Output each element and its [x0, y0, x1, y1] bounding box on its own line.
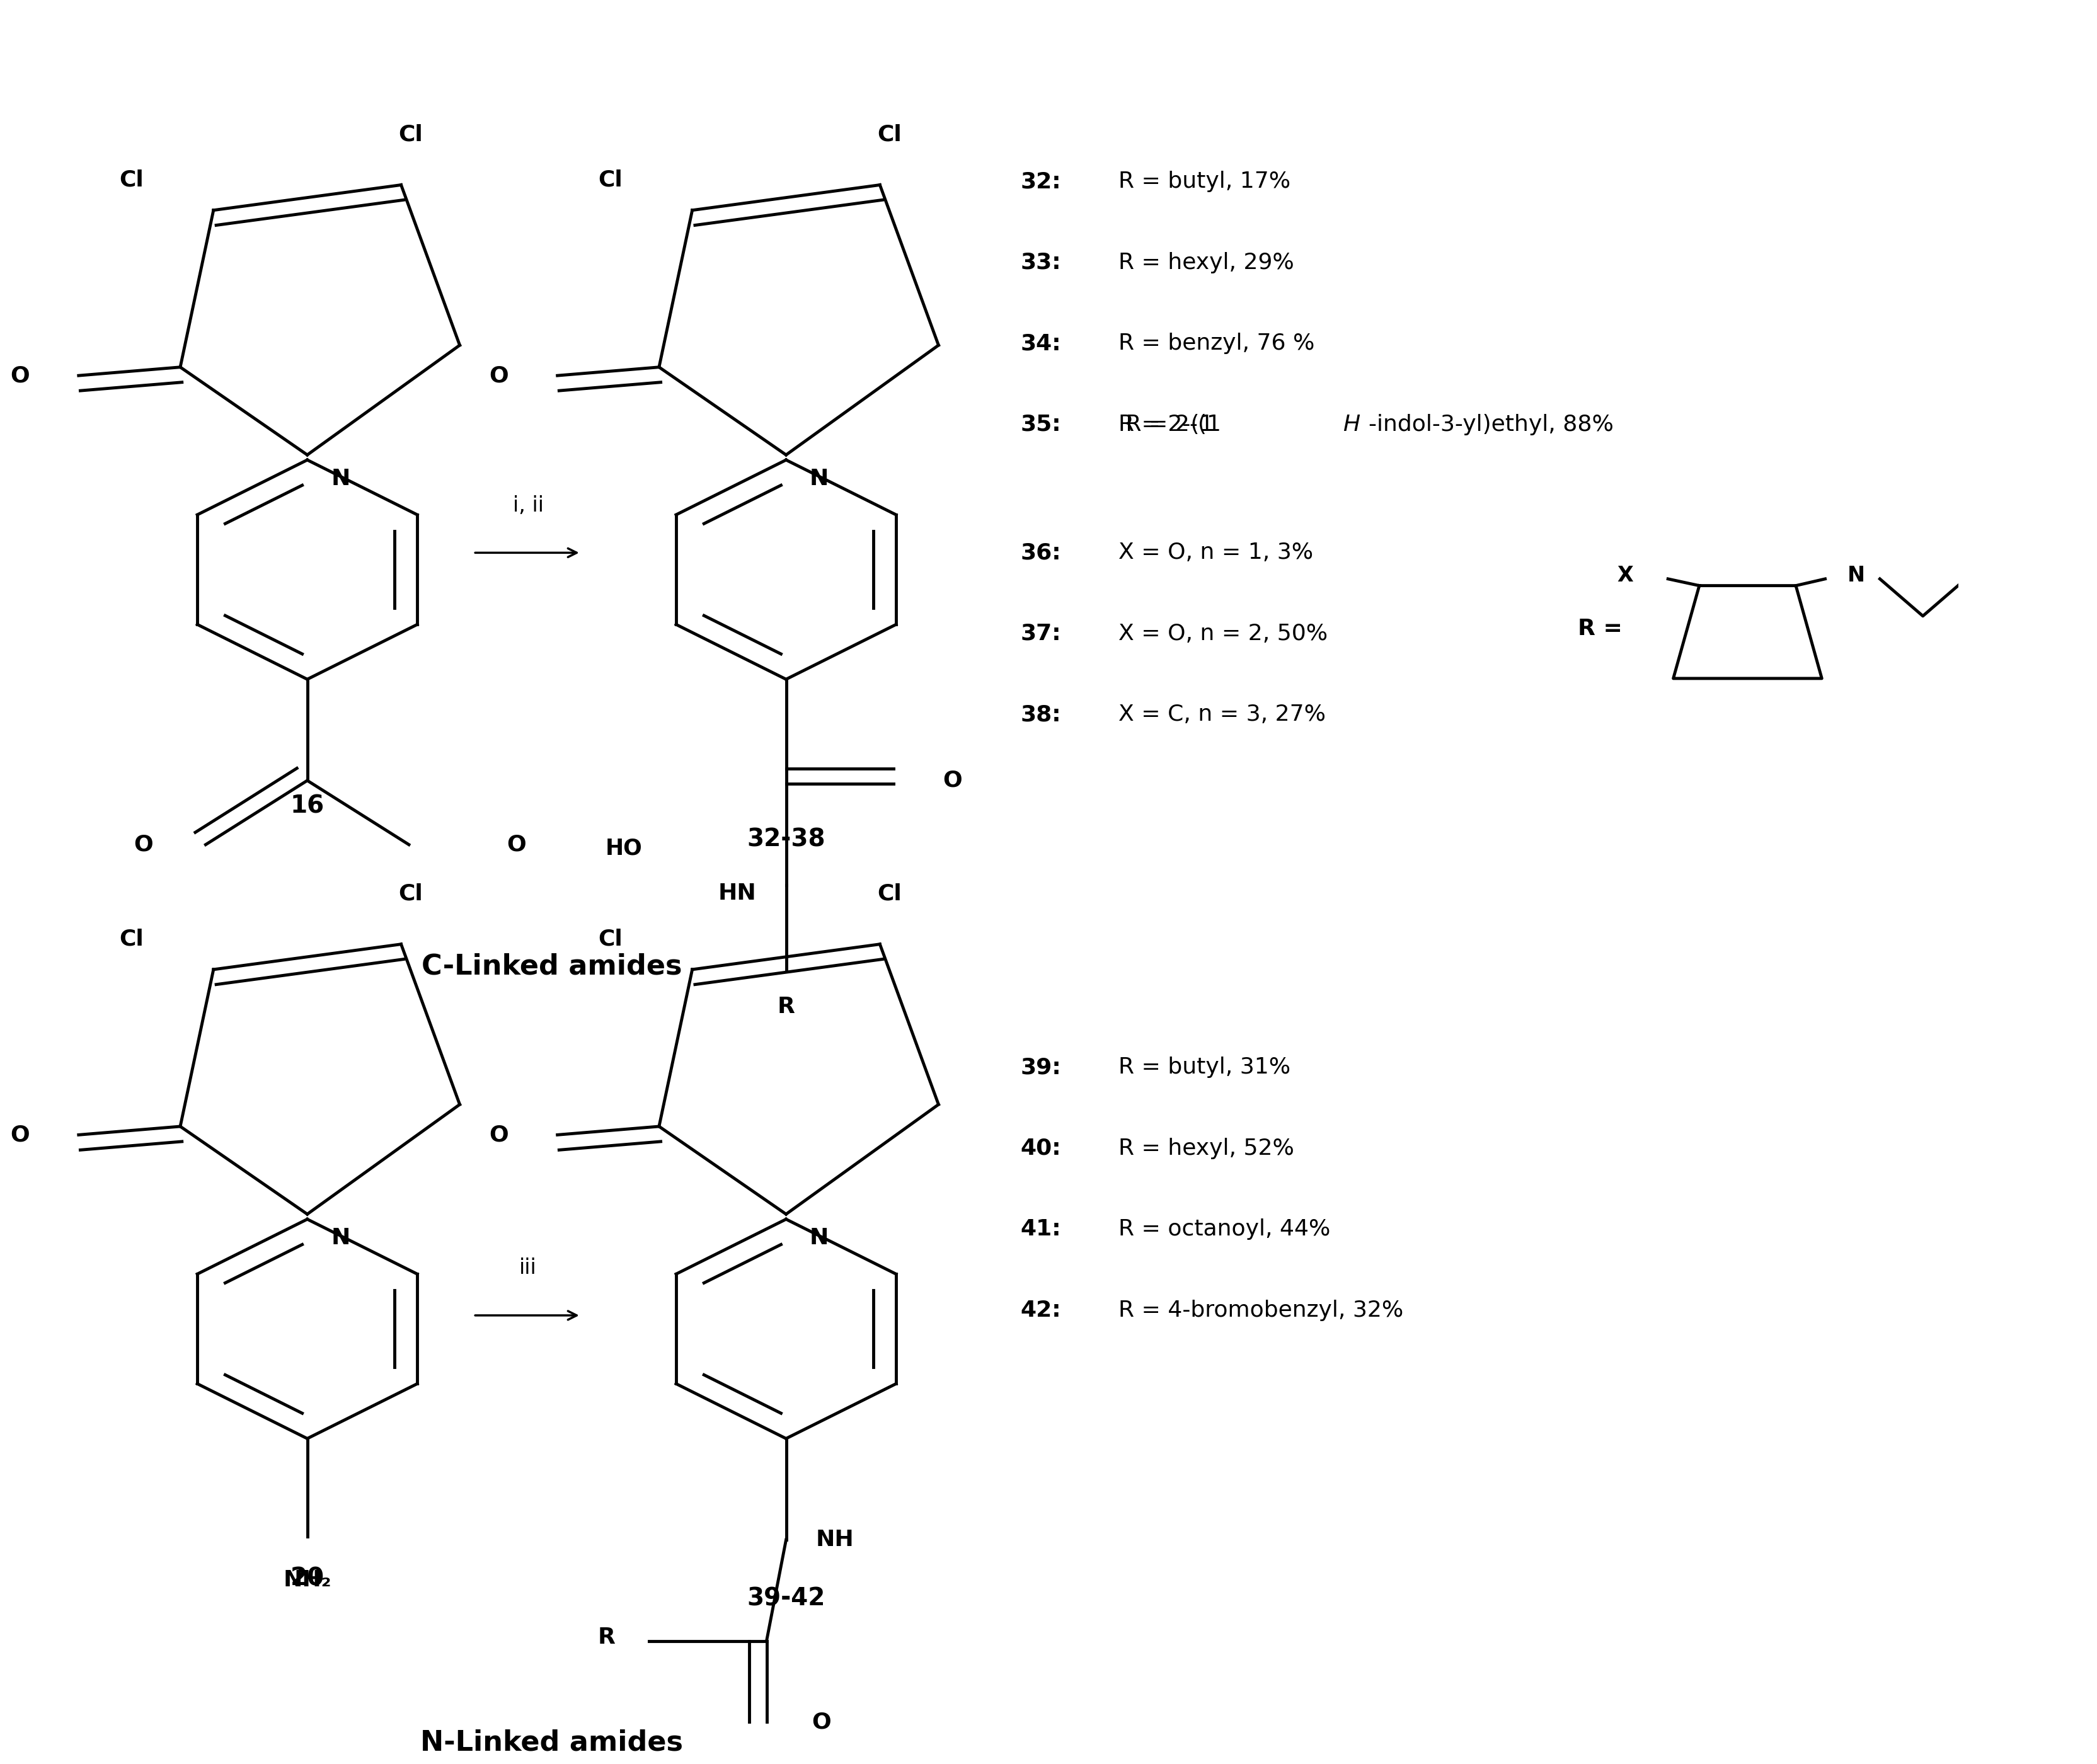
Text: Cl: Cl — [120, 928, 143, 949]
Text: iii: iii — [520, 1258, 537, 1279]
Text: 36:: 36: — [1021, 542, 1061, 563]
Text: Cl: Cl — [598, 928, 623, 949]
Text: R = butyl, 17%: R = butyl, 17% — [1118, 171, 1290, 192]
Text: R = benzyl, 76 %: R = benzyl, 76 % — [1118, 333, 1315, 355]
Text: HN: HN — [717, 882, 757, 905]
Text: Cl: Cl — [398, 123, 424, 145]
Text: O: O — [507, 834, 526, 856]
Text: 33:: 33: — [1021, 252, 1061, 273]
Text: Cl: Cl — [877, 882, 902, 905]
Text: R = hexyl, 29%: R = hexyl, 29% — [1118, 252, 1294, 273]
Text: Cl: Cl — [398, 882, 424, 905]
Text: 37:: 37: — [1021, 623, 1061, 644]
Text: R: R — [598, 1626, 614, 1648]
Text: Cl: Cl — [877, 123, 902, 145]
Text: O: O — [134, 834, 153, 856]
Text: R = hexyl, 52%: R = hexyl, 52% — [1118, 1138, 1294, 1159]
Text: O: O — [489, 365, 507, 386]
Text: N: N — [809, 1228, 828, 1249]
Text: -indol-3-yl)ethyl, 88%: -indol-3-yl)ethyl, 88% — [1369, 415, 1613, 436]
Text: O: O — [812, 1711, 830, 1732]
Text: R = octanoyl, 44%: R = octanoyl, 44% — [1118, 1219, 1329, 1240]
Text: O: O — [489, 1124, 507, 1145]
Text: O: O — [10, 365, 29, 386]
Text: i, ii: i, ii — [512, 496, 543, 515]
Text: 40:: 40: — [1021, 1138, 1061, 1159]
Text: X = C, n = 3, 27%: X = C, n = 3, 27% — [1118, 704, 1325, 725]
Text: R = 2-(1: R = 2-(1 — [1118, 415, 1214, 436]
Text: 39:: 39: — [1021, 1057, 1061, 1078]
Text: 42:: 42: — [1021, 1300, 1061, 1321]
Text: N: N — [1847, 564, 1864, 586]
Text: 39-42: 39-42 — [747, 1588, 826, 1611]
Text: N: N — [331, 467, 350, 489]
Text: X = O, n = 2, 50%: X = O, n = 2, 50% — [1118, 623, 1327, 644]
Text: R =: R = — [1577, 617, 1623, 639]
Text: 35:: 35: — [1021, 415, 1061, 436]
Text: 20: 20 — [289, 1566, 325, 1591]
Text: 16: 16 — [289, 794, 325, 818]
Text: R = butyl, 31%: R = butyl, 31% — [1118, 1057, 1290, 1078]
Text: HO: HO — [606, 838, 642, 859]
Text: N-Linked amides: N-Linked amides — [419, 1729, 684, 1755]
Text: N: N — [809, 467, 828, 489]
Text: N: N — [331, 1228, 350, 1249]
Text: R: R — [778, 997, 795, 1018]
Text: Cl: Cl — [598, 169, 623, 191]
Text: O: O — [10, 1124, 29, 1145]
Text: C-Linked amides: C-Linked amides — [421, 953, 682, 979]
Text: R = 2-(1: R = 2-(1 — [1118, 415, 1220, 436]
Text: 32-38: 32-38 — [747, 827, 826, 852]
Text: O: O — [942, 769, 963, 792]
Text: X = O, n = 1, 3%: X = O, n = 1, 3% — [1118, 542, 1313, 563]
Text: H: H — [1342, 415, 1361, 436]
Text: Cl: Cl — [120, 169, 143, 191]
Text: NH: NH — [816, 1529, 853, 1551]
Text: NH₂: NH₂ — [283, 1570, 331, 1591]
Text: 41:: 41: — [1021, 1219, 1061, 1240]
Text: 34:: 34: — [1021, 333, 1061, 355]
Text: 38:: 38: — [1021, 704, 1061, 725]
Text: X: X — [1617, 564, 1634, 586]
Text: R = 4-bromobenzyl, 32%: R = 4-bromobenzyl, 32% — [1118, 1300, 1403, 1321]
Text: 32:: 32: — [1021, 171, 1061, 192]
